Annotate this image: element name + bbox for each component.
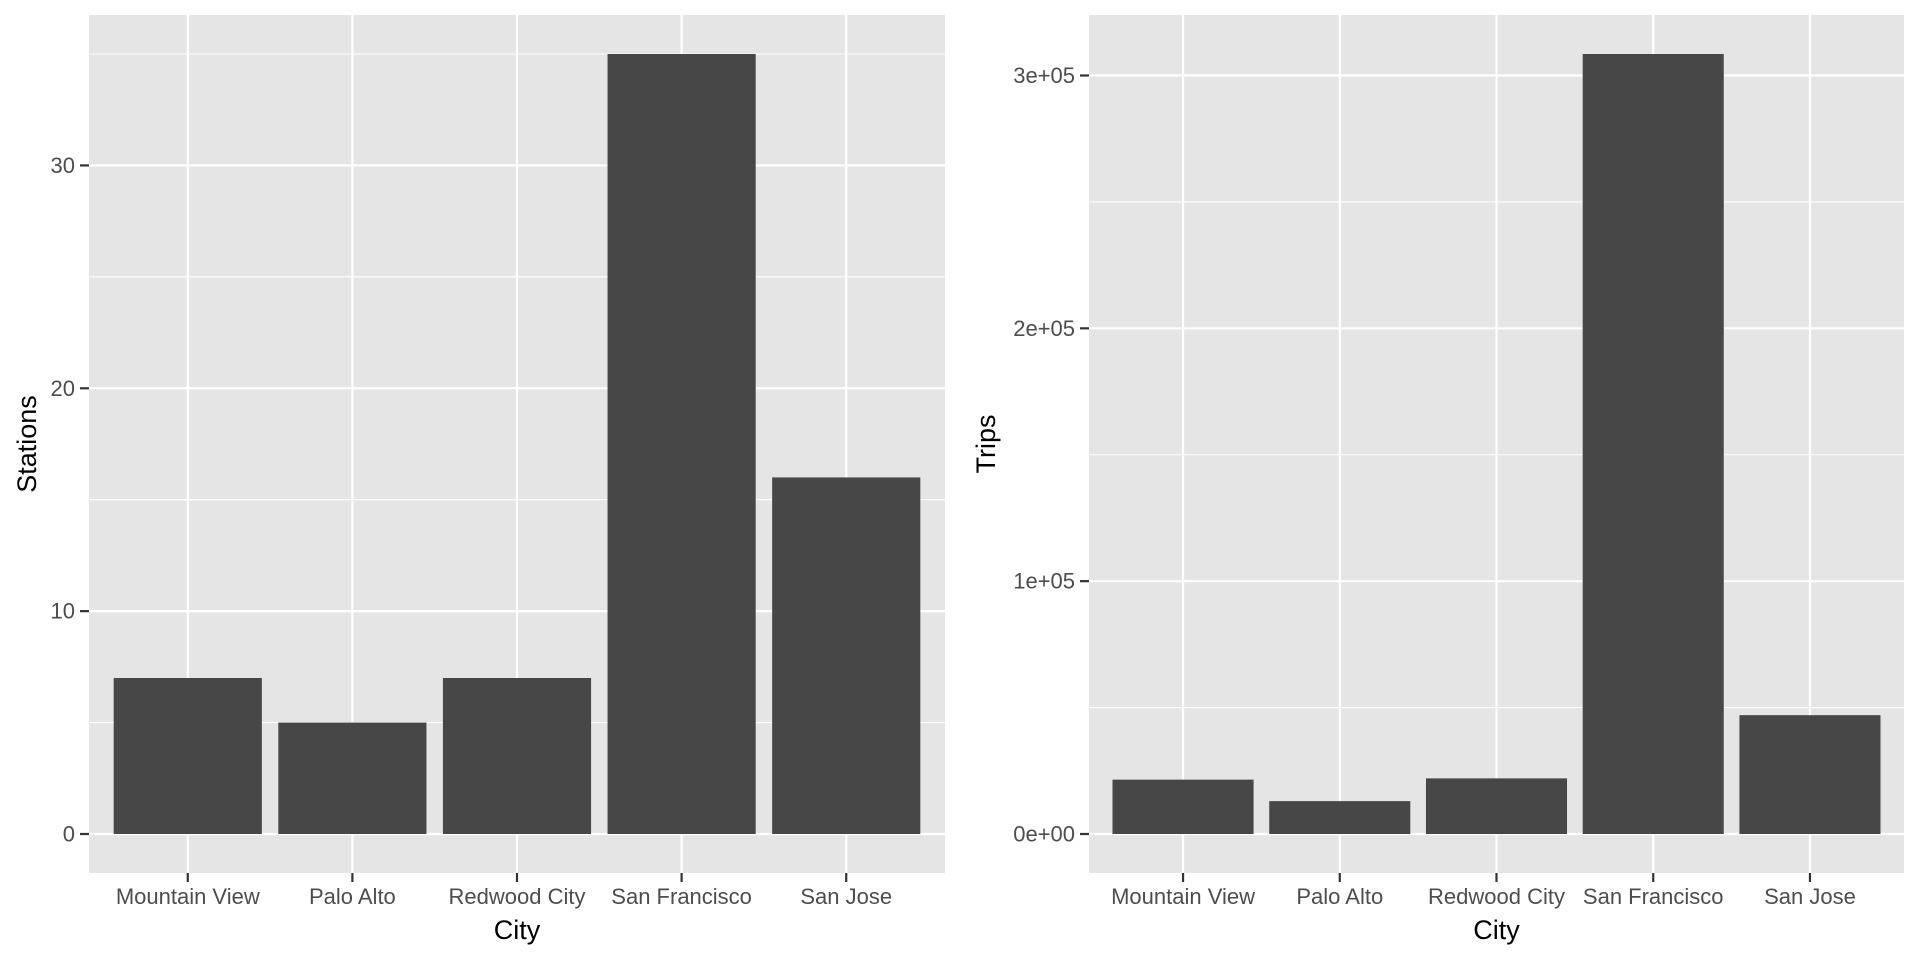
bar-palo-alto [1269, 801, 1411, 834]
y-tick-label: 20 [51, 376, 75, 401]
x-tick-label: San Jose [800, 884, 892, 909]
x-tick-label: Palo Alto [309, 884, 396, 909]
trips-chart: 0e+00 1e+05 2e+05 3e+05 Mountain View Palo Al… [971, 15, 1904, 945]
bar-san-francisco [1582, 54, 1724, 834]
y-tick-label: 1e+05 [1013, 569, 1075, 594]
y-axis-title: Stations [12, 395, 42, 493]
x-tick-label: Mountain View [1111, 884, 1255, 909]
y-tick-label: 0 [63, 822, 75, 847]
x-tick-label: San Francisco [1583, 884, 1724, 909]
bar-redwood-city [442, 678, 592, 834]
y-tick-label: 2e+05 [1013, 316, 1075, 341]
bar-redwood-city [1425, 778, 1568, 834]
y-tick-label: 30 [51, 153, 75, 178]
y-tick-label: 3e+05 [1013, 63, 1075, 88]
x-axis-title: City [494, 915, 541, 945]
x-tick-label: Redwood City [1428, 884, 1565, 909]
y-tick-label: 0e+00 [1013, 822, 1075, 847]
x-tick-label: Palo Alto [1296, 884, 1383, 909]
bar-mountain-view [1112, 779, 1254, 834]
bar-palo-alto [278, 722, 427, 834]
bar-san-jose [1739, 715, 1881, 834]
stations-chart: 0 10 20 30 Mountain View Palo Alto Redwood Cit… [12, 15, 945, 945]
y-tick-label: 10 [51, 599, 75, 624]
x-tick-label: San Francisco [611, 884, 752, 909]
y-axis-title: Trips [971, 415, 1001, 474]
x-tick-label: Redwood City [449, 884, 586, 909]
x-axis-title: City [1473, 915, 1520, 945]
x-tick-label: San Jose [1764, 884, 1856, 909]
bar-san-jose [772, 477, 921, 834]
x-tick-label: Mountain View [116, 884, 260, 909]
bar-mountain-view [113, 678, 262, 834]
bar-san-francisco [607, 54, 756, 834]
